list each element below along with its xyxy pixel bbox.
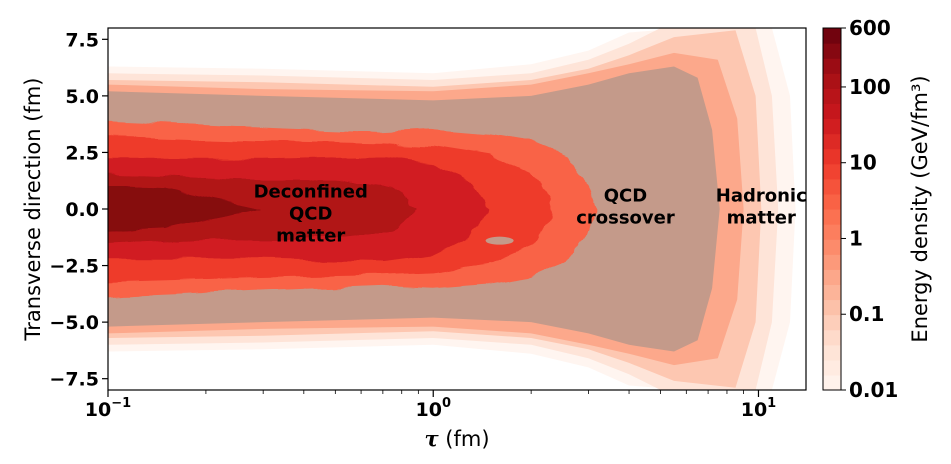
colorbar-tick-label: 10 (849, 151, 877, 175)
colorbar-band (823, 88, 841, 105)
y-axis-label: Transverse direction (fm) (21, 78, 45, 342)
colorbar-band (823, 118, 841, 135)
colorbar-band (823, 103, 841, 120)
colorbar-band (823, 224, 841, 240)
region-annotation-line: Deconfined (254, 182, 368, 203)
contour-island (485, 236, 514, 245)
y-tick-label: 5.0 (65, 86, 99, 108)
colorbar-band (823, 299, 841, 316)
x-axis-label-unit: (fm) (439, 427, 490, 451)
region-annotation-2: Hadronic matter (716, 186, 807, 229)
contour-level-9 (108, 186, 264, 232)
region-annotation-0: Deconfined QCD matter (254, 182, 368, 247)
x-tick-label: 10−1 (85, 396, 131, 421)
colorbar-band (823, 284, 841, 301)
region-annotation-line: Hadronic (716, 186, 807, 207)
y-tick-label: 7.5 (65, 29, 99, 51)
colorbar-bands (823, 28, 841, 391)
x-tick-base: 10 (741, 399, 767, 421)
x-axis-label-symbol: τ (424, 426, 439, 451)
x-tick-label: 101 (741, 396, 777, 421)
y-tick-label: −5.0 (49, 312, 99, 334)
y-axis: 7.5 5.0 2.5 0.0 −2.5 −5.0 −7.5 (49, 29, 108, 391)
x-tick-exponent: −1 (111, 396, 131, 411)
x-tick-base: 10 (85, 399, 111, 421)
colorbar-tick-label: 600 (849, 16, 891, 40)
colorbar-ticks: 600 100 10 1 0.1 0.01 (841, 16, 898, 402)
colorbar-band (823, 163, 841, 180)
colorbar-band (823, 239, 841, 255)
colorbar-band (823, 314, 841, 331)
colorbar-band (823, 374, 841, 391)
y-tick-label: −7.5 (49, 369, 99, 391)
region-annotation-line: matter (727, 208, 796, 229)
colorbar-band (823, 329, 841, 346)
colorbar-band (823, 344, 841, 361)
colorbar-label: Energy density (GeV/fm³) (908, 75, 932, 342)
colorbar-band (823, 178, 841, 195)
colorbar-band (823, 193, 841, 210)
y-tick-label: 2.5 (65, 142, 99, 164)
colorbar-band (823, 209, 841, 225)
y-tick-label: −2.5 (49, 256, 99, 278)
colorbar-band (823, 148, 841, 165)
colorbar-band (823, 269, 841, 286)
x-tick-base: 10 (415, 399, 441, 421)
x-axis-label: τ (fm) (424, 426, 489, 451)
region-annotation-1: QCD crossover (576, 186, 675, 229)
colorbar-band (823, 359, 841, 376)
colorbar-tick-label: 1 (849, 226, 863, 250)
x-tick-exponent: 0 (442, 396, 451, 411)
x-tick-label: 100 (415, 396, 451, 421)
region-annotation-line: QCD (289, 204, 332, 225)
colorbar-band (823, 254, 841, 270)
region-annotation-line: matter (276, 226, 345, 247)
region-annotation-line: QCD (604, 186, 647, 207)
colorbar-tick-label: 0.1 (849, 302, 884, 326)
y-tick-label: 0.0 (65, 199, 99, 221)
colorbar-tick-label: 0.01 (849, 378, 898, 402)
colorbar-tick-label: 100 (849, 75, 891, 99)
colorbar-band (823, 73, 841, 89)
colorbar-band (823, 133, 841, 150)
colorbar: 600 100 10 1 0.1 0.01 Energy density (GeV/fm³… (822, 16, 932, 402)
contour-layers (108, 28, 796, 390)
region-annotation-line: crossover (576, 208, 675, 229)
colorbar-band (823, 58, 841, 74)
x-axis: 10−1 100 101 (85, 390, 776, 421)
colorbar-band (823, 28, 841, 44)
colorbar-frame (822, 27, 842, 391)
colorbar-band (823, 43, 841, 59)
x-tick-exponent: 1 (767, 396, 776, 411)
